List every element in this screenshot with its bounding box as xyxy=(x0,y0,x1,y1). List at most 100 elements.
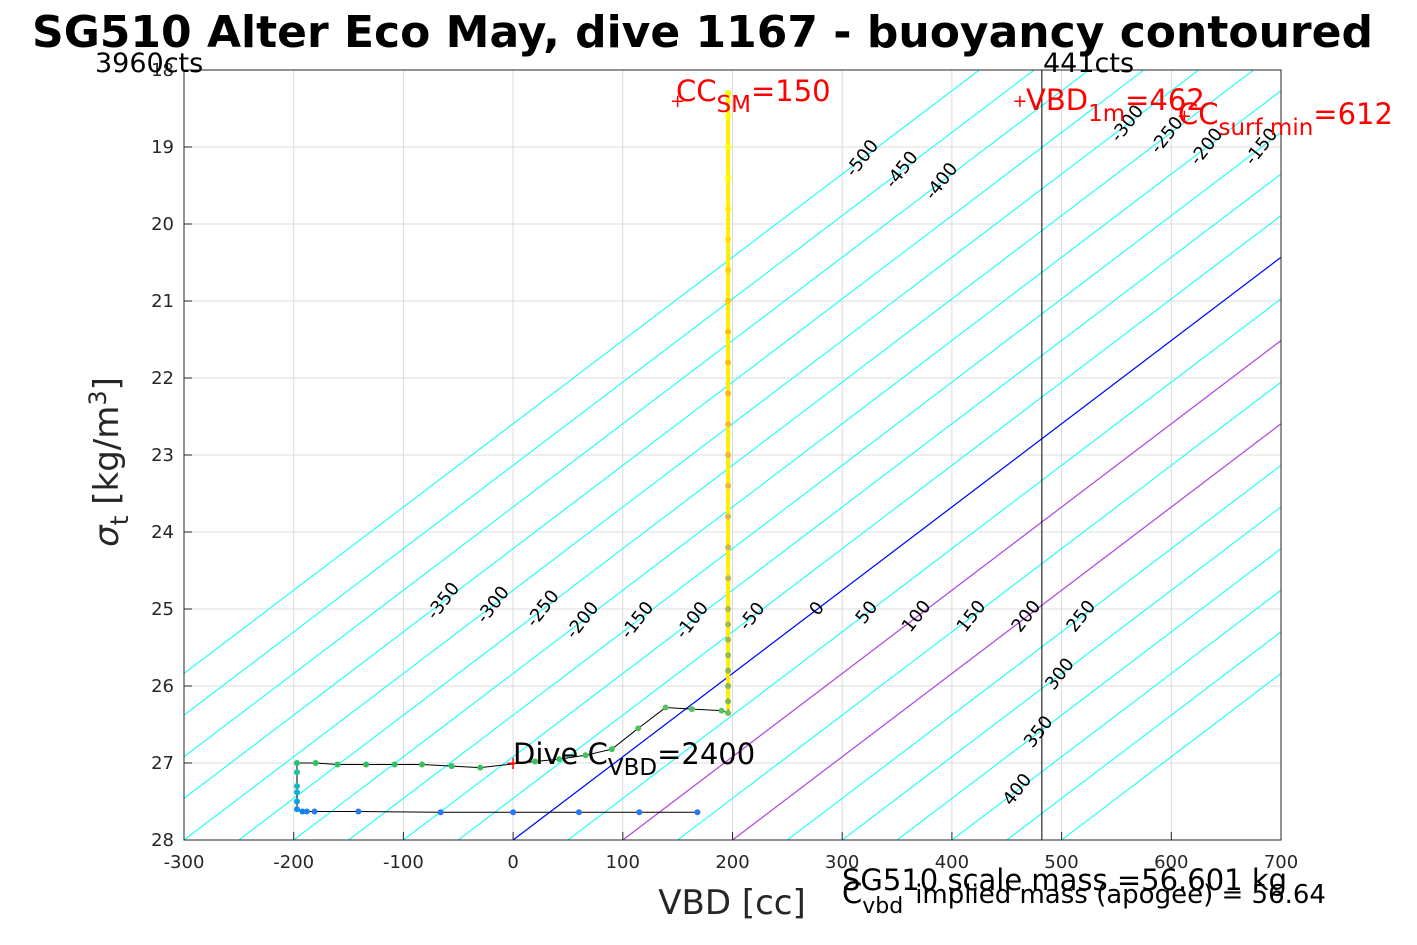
contour-line xyxy=(184,70,1200,840)
data-point xyxy=(725,636,732,643)
data-point xyxy=(419,761,426,768)
cc-surf-min-main: CC xyxy=(1178,97,1219,131)
implied-mass-label: Cvbd implied mass (apogee) = 56.64 xyxy=(842,876,1326,919)
data-point xyxy=(725,90,732,97)
vbd-1m-value: =462 xyxy=(1125,83,1205,117)
data-point xyxy=(293,789,300,796)
x-tick-label: -200 xyxy=(273,852,314,873)
y-tick-label: 28 xyxy=(151,830,174,851)
data-point xyxy=(556,756,563,763)
y-tick-label: 25 xyxy=(151,599,174,620)
dive-cvbd-sub: VBD xyxy=(608,755,657,781)
contour-line xyxy=(403,173,1281,840)
contour-line xyxy=(457,215,1281,840)
vbd-1m-marker: + xyxy=(1012,91,1027,112)
contour-line xyxy=(677,381,1281,840)
data-point xyxy=(334,761,341,768)
data-point xyxy=(293,798,300,805)
cc-sm-marker: + xyxy=(670,91,685,112)
dive-cvbd-value: =2400 xyxy=(657,737,755,771)
cc-sm-main: CC xyxy=(676,74,717,108)
data-point xyxy=(725,113,732,120)
data-point xyxy=(725,652,732,659)
data-point xyxy=(725,298,732,304)
y-tick-label: 23 xyxy=(151,445,174,466)
data-point xyxy=(477,764,484,771)
contour-line xyxy=(184,70,1090,758)
reference-line xyxy=(732,423,1281,840)
y-tick-label: 18 xyxy=(151,60,174,81)
x-tick-label: 200 xyxy=(715,852,749,873)
vbd-1m-label: VBD1m=462 xyxy=(1026,83,1205,127)
reference-lines xyxy=(512,70,1281,840)
x-tick-label: 700 xyxy=(1264,852,1298,873)
data-point xyxy=(391,761,398,768)
cc-surf-min-label: CCsurf min=612 xyxy=(1178,97,1393,141)
contour-line xyxy=(951,589,1281,840)
data-point xyxy=(448,763,455,770)
contour-line xyxy=(184,70,980,675)
contour-line xyxy=(184,70,1035,716)
data-point xyxy=(510,809,517,816)
y-tick-label: 20 xyxy=(151,214,174,235)
y-tick-label: 22 xyxy=(151,368,174,389)
implied-mass-main: C xyxy=(842,876,862,910)
vbd-1m-main: VBD xyxy=(1026,83,1088,117)
data-point xyxy=(363,761,370,768)
y-tick-label: 21 xyxy=(151,291,174,312)
svg-text:σt [kg/m3]: σt [kg/m3] xyxy=(84,377,134,547)
data-point xyxy=(293,769,300,776)
data-point xyxy=(725,144,732,150)
data-point xyxy=(725,328,732,335)
implied-mass-value: implied mass (apogee) = 56.64 xyxy=(915,880,1326,910)
contour-line xyxy=(238,70,1254,840)
data-point xyxy=(725,482,732,489)
data-point xyxy=(725,236,732,243)
data-point xyxy=(299,808,306,815)
data-point xyxy=(636,809,643,816)
top-left-count-label: 3960cts xyxy=(95,48,203,79)
dive-cvbd-marker: + xyxy=(506,753,521,774)
reference-line xyxy=(622,339,1281,840)
vbd-1m-sub: 1m xyxy=(1088,101,1125,127)
y-tick-label: 24 xyxy=(151,522,174,543)
data-point xyxy=(608,746,615,753)
y-tick-label: 19 xyxy=(151,137,174,158)
data-point xyxy=(725,513,732,520)
contour-line xyxy=(896,548,1281,840)
cc-surf-min-sub: surf min xyxy=(1219,115,1314,141)
x-tick-label: 400 xyxy=(935,852,969,873)
data-point xyxy=(312,760,319,766)
x-tick-label: 0 xyxy=(507,852,518,873)
y-tick-label: 26 xyxy=(151,676,174,697)
y-axis-label: σt [kg/m3] xyxy=(84,377,134,547)
x-tick-label: -100 xyxy=(383,852,424,873)
data-point xyxy=(725,421,732,428)
cc-sm-value: =150 xyxy=(751,74,831,108)
contour-line xyxy=(348,131,1281,840)
cc-surf-min-marker: + xyxy=(1177,106,1192,127)
contour-line xyxy=(841,506,1281,840)
data-point xyxy=(293,760,300,766)
data-point xyxy=(662,704,669,711)
data-point xyxy=(725,452,732,458)
data-point xyxy=(437,809,444,816)
data-point xyxy=(725,174,732,181)
x-tick-label: -300 xyxy=(164,852,205,873)
data-point xyxy=(303,808,310,815)
dive-trace xyxy=(293,90,732,816)
contour-line xyxy=(787,464,1281,840)
reference-line xyxy=(512,256,1281,840)
x-tick-label: 100 xyxy=(606,852,640,873)
data-point xyxy=(725,359,732,366)
cc-sm-sub: SM xyxy=(717,92,751,118)
y-tick-label: 27 xyxy=(151,753,174,774)
contour-line xyxy=(293,90,1281,840)
data-point xyxy=(725,205,732,212)
x-axis-label: VBD [cc] xyxy=(658,883,806,923)
data-point xyxy=(293,783,300,790)
data-point xyxy=(725,709,732,716)
data-point xyxy=(725,606,732,612)
contour-line xyxy=(1006,631,1281,840)
